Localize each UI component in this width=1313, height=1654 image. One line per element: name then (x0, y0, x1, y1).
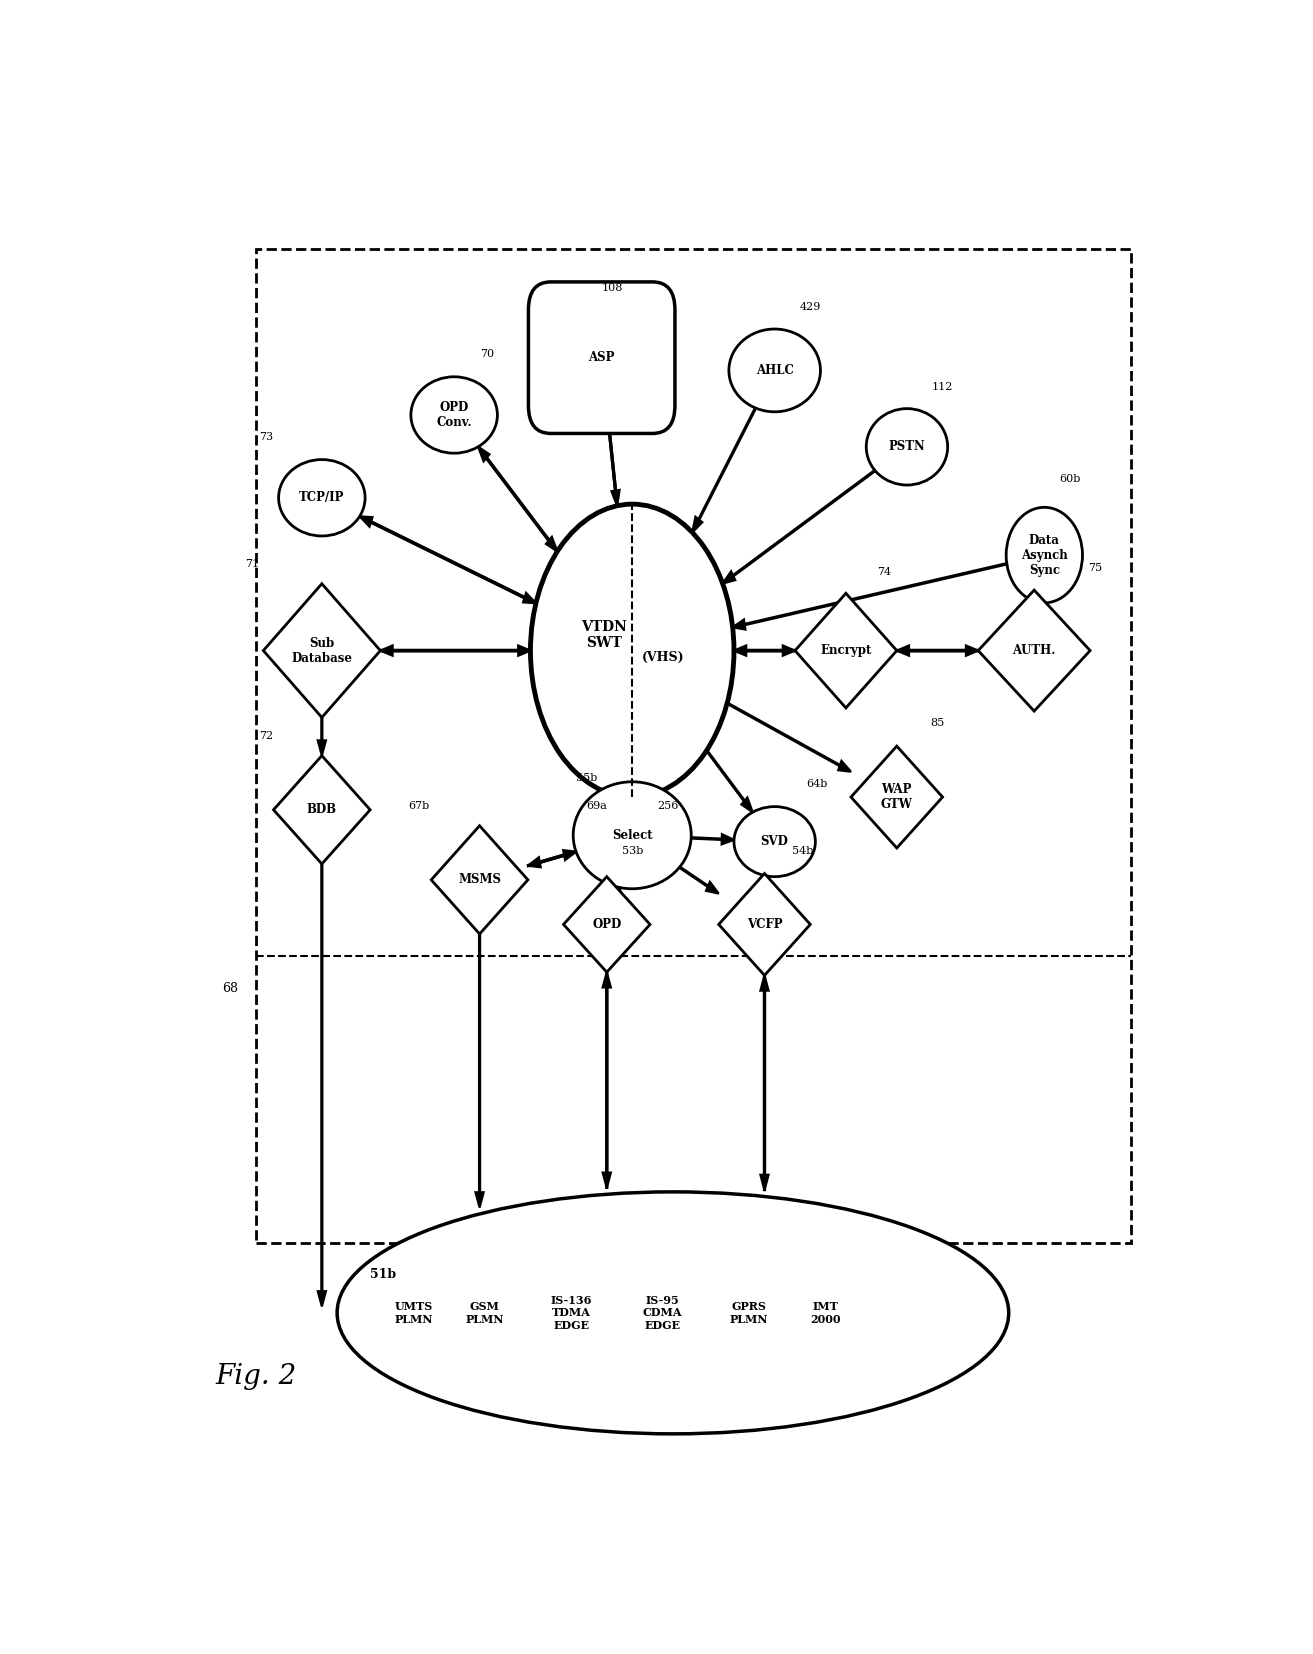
FancyArrow shape (628, 782, 637, 797)
FancyArrow shape (760, 976, 768, 1191)
FancyArrow shape (360, 516, 536, 604)
FancyArrow shape (478, 447, 558, 552)
Ellipse shape (734, 807, 815, 877)
Polygon shape (796, 594, 897, 708)
FancyArrow shape (478, 447, 557, 551)
Text: MSMS: MSMS (458, 873, 502, 887)
Text: 112: 112 (932, 382, 953, 392)
Polygon shape (563, 877, 650, 973)
FancyArrow shape (603, 973, 611, 1188)
FancyArrow shape (897, 645, 978, 655)
Text: SVD: SVD (760, 835, 789, 849)
Text: Data
Asynch
Sync: Data Asynch Sync (1022, 534, 1067, 577)
FancyArrow shape (733, 562, 1007, 630)
FancyArrow shape (628, 782, 637, 797)
FancyArrow shape (607, 405, 620, 506)
FancyArrow shape (897, 645, 978, 655)
Text: 73: 73 (259, 432, 273, 442)
Text: Fig. 2: Fig. 2 (215, 1363, 297, 1389)
Polygon shape (264, 584, 381, 718)
Text: 85: 85 (931, 718, 944, 728)
Ellipse shape (574, 782, 691, 888)
Text: GSM
PLMN: GSM PLMN (465, 1302, 504, 1325)
Text: OPD
Conv.: OPD Conv. (436, 400, 471, 428)
Text: BDB: BDB (307, 804, 337, 817)
Ellipse shape (729, 329, 821, 412)
Polygon shape (718, 873, 810, 976)
FancyBboxPatch shape (528, 281, 675, 433)
FancyArrow shape (706, 749, 752, 812)
Ellipse shape (1006, 508, 1082, 602)
FancyArrow shape (760, 976, 768, 1191)
Polygon shape (978, 590, 1090, 711)
Bar (256, 250, 1130, 1242)
Text: IMT
2000: IMT 2000 (810, 1302, 840, 1325)
Text: IS-136
TDMA
EDGE: IS-136 TDMA EDGE (550, 1295, 592, 1331)
FancyArrow shape (691, 834, 734, 844)
FancyArrow shape (318, 863, 326, 1307)
Polygon shape (431, 825, 528, 935)
Text: Select: Select (612, 829, 653, 842)
Text: 67b: 67b (408, 801, 429, 810)
FancyArrow shape (475, 935, 483, 1207)
Text: 256: 256 (656, 801, 679, 810)
Polygon shape (851, 746, 943, 849)
Text: AUTH.: AUTH. (1012, 643, 1056, 657)
Text: Sub
Database: Sub Database (291, 637, 352, 665)
FancyArrow shape (617, 872, 625, 887)
FancyArrow shape (318, 718, 326, 756)
FancyArrow shape (528, 852, 576, 867)
Text: 51b: 51b (370, 1269, 397, 1282)
FancyArrow shape (603, 973, 611, 1188)
FancyArrow shape (692, 407, 756, 533)
FancyArrow shape (722, 470, 876, 584)
Text: Encrypt: Encrypt (821, 643, 872, 657)
Ellipse shape (278, 460, 365, 536)
Ellipse shape (337, 1193, 1008, 1434)
Text: UMTS
PLMN: UMTS PLMN (394, 1302, 433, 1325)
FancyArrow shape (734, 645, 796, 655)
Ellipse shape (530, 504, 734, 797)
FancyArrow shape (360, 516, 536, 604)
Text: PSTN: PSTN (889, 440, 926, 453)
FancyArrow shape (612, 877, 621, 893)
Text: GPRS
PLMN: GPRS PLMN (730, 1302, 768, 1325)
Text: 71: 71 (246, 559, 260, 569)
Text: 108: 108 (601, 283, 622, 293)
Text: 68: 68 (222, 981, 238, 994)
Text: AHLC: AHLC (756, 364, 793, 377)
Text: 70: 70 (479, 349, 494, 359)
Text: OPD: OPD (592, 918, 621, 931)
Text: 429: 429 (800, 301, 821, 311)
Text: TCP/IP: TCP/IP (299, 491, 344, 504)
FancyArrow shape (381, 645, 530, 655)
Polygon shape (273, 756, 370, 863)
Text: 53b: 53b (621, 845, 643, 855)
Ellipse shape (867, 409, 948, 485)
Text: 72: 72 (259, 731, 273, 741)
Text: 60b: 60b (1060, 473, 1081, 483)
Text: IS-95
CDMA
EDGE: IS-95 CDMA EDGE (643, 1295, 683, 1331)
Text: 69a: 69a (586, 801, 607, 810)
FancyArrow shape (734, 645, 796, 655)
Text: (VHS): (VHS) (642, 650, 684, 663)
Ellipse shape (411, 377, 498, 453)
Text: WAP
GTW: WAP GTW (881, 782, 913, 810)
FancyArrow shape (604, 405, 617, 506)
Text: 75: 75 (1088, 562, 1103, 572)
Text: VCFP: VCFP (747, 918, 783, 931)
Text: 74: 74 (877, 567, 892, 577)
Text: VTDN
SWT: VTDN SWT (580, 620, 626, 650)
FancyArrow shape (528, 850, 576, 867)
FancyArrow shape (727, 703, 851, 772)
Text: ASP: ASP (588, 351, 614, 364)
FancyArrow shape (679, 867, 718, 893)
Text: 54b: 54b (793, 845, 814, 855)
Text: 64b: 64b (806, 779, 829, 789)
FancyArrow shape (381, 645, 530, 655)
Text: 55b: 55b (575, 772, 597, 782)
